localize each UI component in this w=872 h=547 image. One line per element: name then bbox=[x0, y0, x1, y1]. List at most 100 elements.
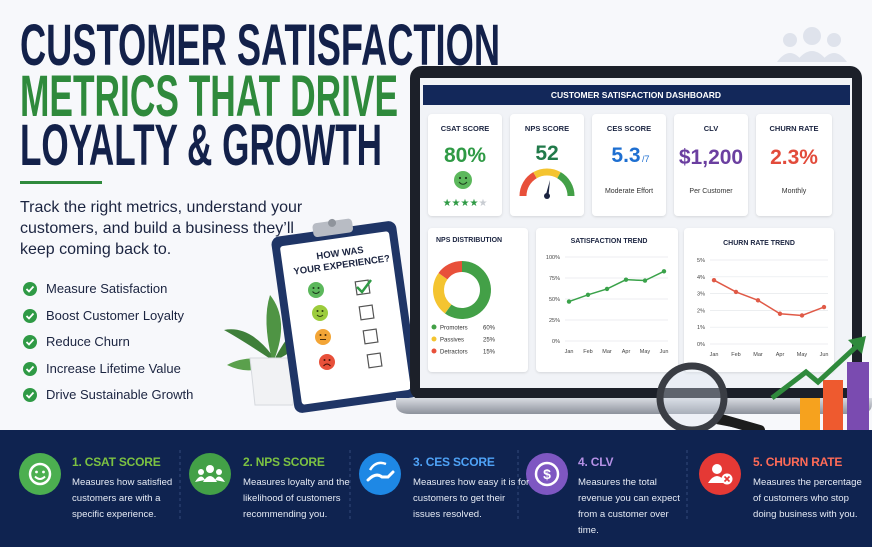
intro: Track the right metrics, understand your… bbox=[20, 199, 303, 258]
card-label: CSAT SCORE bbox=[441, 124, 490, 133]
card-value: 2.3% bbox=[770, 146, 818, 169]
card-value: 5.3 bbox=[611, 144, 640, 167]
point bbox=[566, 299, 572, 304]
metric-description: Measures how easy it is for customers to… bbox=[413, 477, 530, 520]
check-item: Increase Lifetime Value bbox=[46, 361, 181, 376]
y-tick-label: 75% bbox=[549, 276, 560, 282]
stars: ★★★★★ bbox=[443, 198, 488, 209]
checkboxes bbox=[354, 279, 383, 369]
y-tick-label: 2% bbox=[697, 308, 705, 314]
trend-line bbox=[713, 279, 825, 317]
y-tick-label: 3% bbox=[697, 292, 705, 298]
card-note: Moderate Effort bbox=[605, 188, 653, 195]
metric-description: Measures loyalty and the likelihood of c… bbox=[243, 477, 350, 520]
point bbox=[777, 311, 783, 316]
metric-title: 3. CES SCORE bbox=[413, 455, 495, 469]
title-underline bbox=[20, 181, 102, 184]
x-tick-label: May bbox=[640, 349, 651, 355]
svg-text:$: $ bbox=[543, 466, 551, 482]
metric-description: Measures the total revenue you can expec… bbox=[578, 477, 680, 536]
y-tick-label: 25% bbox=[549, 318, 560, 324]
point bbox=[799, 313, 805, 318]
x-tick-label: Jan bbox=[565, 349, 574, 355]
legend-dot bbox=[431, 348, 437, 354]
x-tick-label: Apr bbox=[776, 352, 785, 358]
card-value: 80% bbox=[444, 144, 486, 167]
point bbox=[623, 277, 629, 282]
magnifier bbox=[656, 362, 765, 435]
trend-line bbox=[568, 270, 665, 303]
csat-smiley bbox=[454, 171, 472, 189]
check-item: Reduce Churn bbox=[46, 334, 130, 349]
check-icons bbox=[23, 282, 37, 402]
point bbox=[604, 286, 610, 292]
metric-description: Measures how satisfied customers are wit… bbox=[72, 477, 173, 520]
x-tick-label: Jan bbox=[710, 352, 719, 358]
legend-dot bbox=[431, 336, 437, 342]
people-icon bbox=[777, 27, 847, 62]
card-label: NPS SCORE bbox=[525, 124, 569, 133]
card-note: Monthly bbox=[782, 188, 807, 195]
legend-label: Detractors bbox=[440, 350, 468, 356]
point bbox=[733, 289, 739, 295]
x-tick-label: Mar bbox=[602, 349, 612, 355]
legend-value: 25% bbox=[483, 338, 496, 344]
check-item: Measure Satisfaction bbox=[46, 281, 168, 296]
legend-label: Promoters bbox=[440, 326, 468, 332]
metric-title: 2. NPS SCORE bbox=[243, 455, 325, 469]
x-tick-label: Feb bbox=[731, 352, 740, 358]
metric-description: Measures the percentage of customers who… bbox=[753, 477, 862, 520]
y-tick-label: 5% bbox=[697, 258, 705, 264]
metric-title: 1. CSAT SCORE bbox=[72, 455, 161, 469]
legend-label: Passives bbox=[440, 338, 464, 344]
chart-title: SATISFACTION TREND bbox=[571, 238, 648, 245]
x-tick-label: Jun bbox=[820, 352, 829, 358]
donut-segment bbox=[433, 272, 452, 314]
legend-value: 15% bbox=[483, 350, 496, 356]
y-tick-label: 100% bbox=[546, 255, 560, 261]
check-item: Boost Customer Loyalty bbox=[46, 308, 185, 323]
y-tick-label: 1% bbox=[697, 325, 705, 331]
growth-bars bbox=[770, 336, 869, 430]
card-value: 52 bbox=[535, 142, 558, 165]
chart-title: CHURN RATE TREND bbox=[723, 240, 795, 247]
card-note: Per Customer bbox=[689, 188, 733, 195]
donut-segment bbox=[438, 261, 462, 280]
x-tick-label: May bbox=[797, 352, 808, 358]
point bbox=[821, 304, 827, 310]
metric-title: 4. CLV bbox=[578, 455, 614, 469]
check-item: Drive Sustainable Growth bbox=[46, 387, 194, 402]
dividers bbox=[179, 450, 688, 522]
card-label: CLV bbox=[704, 124, 718, 133]
legend-dot bbox=[431, 324, 437, 330]
nps-gauge bbox=[519, 168, 575, 199]
legend-value: 60% bbox=[483, 326, 496, 332]
y-tick-label: 4% bbox=[697, 275, 705, 281]
point bbox=[642, 278, 648, 283]
y-tick-label: 0% bbox=[552, 339, 560, 345]
dashboard-title: CUSTOMER SATISFACTION DASHBOARD bbox=[551, 90, 721, 100]
x-tick-label: Apr bbox=[622, 349, 631, 355]
card-value: $1,200 bbox=[679, 146, 743, 169]
y-tick-label: 50% bbox=[549, 297, 560, 303]
title-line: METRICS THAT DRIVE bbox=[20, 64, 398, 129]
x-tick-label: Mar bbox=[753, 352, 763, 358]
point bbox=[661, 269, 667, 274]
faces bbox=[308, 282, 335, 370]
point bbox=[755, 298, 761, 303]
x-tick-label: Feb bbox=[583, 349, 592, 355]
metric-icons: $ bbox=[19, 453, 741, 495]
card-suffix: /7 bbox=[642, 154, 650, 164]
x-tick-label: Jun bbox=[660, 349, 669, 355]
chart-title: NPS DISTRIBUTION bbox=[436, 237, 502, 244]
donut-segment bbox=[444, 261, 492, 319]
y-tick-label: 0% bbox=[697, 342, 705, 348]
point bbox=[711, 277, 717, 283]
title-line: LOYALTY & GROWTH bbox=[20, 113, 382, 178]
card-label: CHURN RATE bbox=[769, 124, 818, 133]
dashboard-header bbox=[423, 85, 850, 105]
metric-title: 5. CHURN RATE bbox=[753, 455, 843, 469]
card-label: CES SCORE bbox=[607, 124, 651, 133]
